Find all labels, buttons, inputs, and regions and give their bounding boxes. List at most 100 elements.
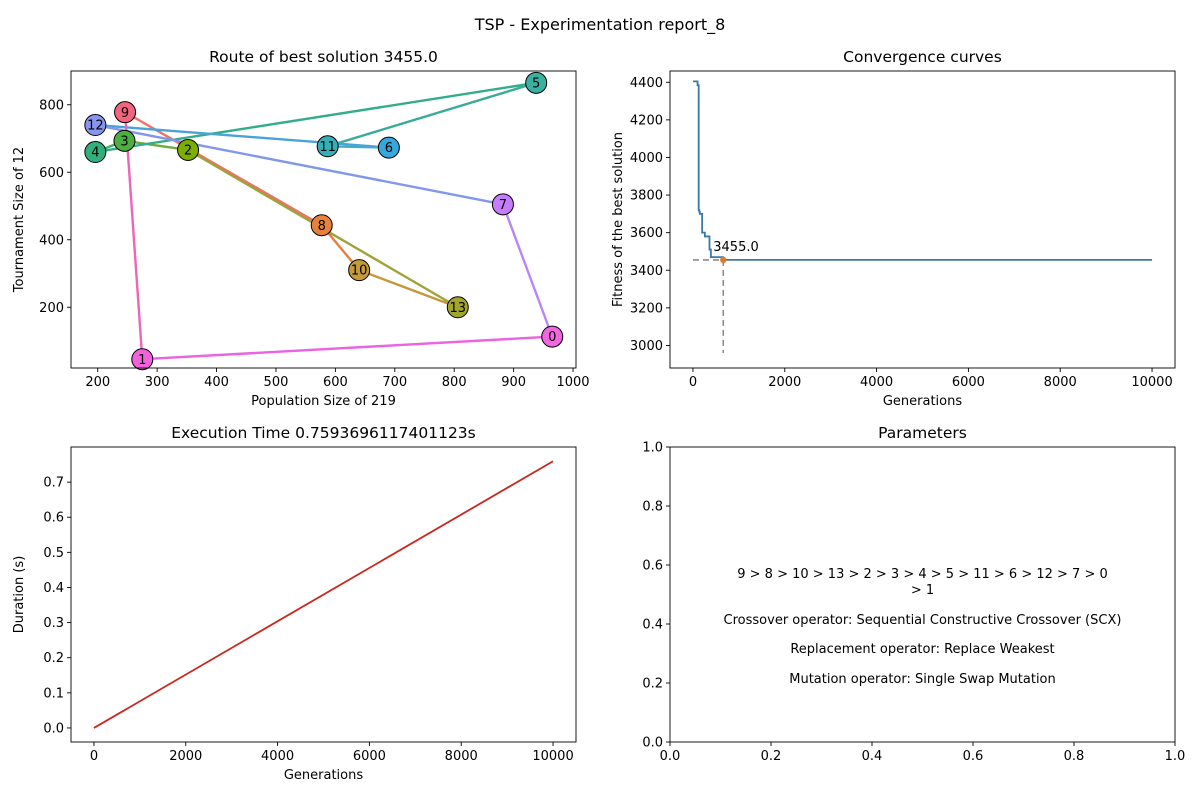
y-tick-label: 0.6 (642, 559, 663, 574)
y-tick-label: 800 (39, 98, 64, 113)
best-annotation: 3455.0 (713, 240, 759, 255)
parameter-text: Mutation operator: Single Swap Mutation (789, 672, 1056, 687)
x-tick-label: 10000 (532, 749, 573, 764)
y-tick-label: 0.6 (43, 511, 64, 526)
x-axis-label: Generations (284, 768, 364, 783)
city-label: 3 (120, 134, 128, 149)
y-tick-label: 3200 (630, 301, 663, 316)
city-marker (177, 138, 200, 161)
city-label: 9 (121, 106, 129, 121)
parameter-text: > 1 (911, 583, 934, 598)
x-tick-label: 6000 (353, 749, 386, 764)
y-tick-label: 4400 (630, 76, 663, 91)
x-tick-label: 0.4 (862, 749, 883, 764)
y-tick-label: 4000 (630, 151, 663, 166)
y-tick-label: 3800 (630, 189, 663, 204)
route-edge (94, 123, 391, 149)
y-tick-label: 3000 (630, 339, 663, 354)
route-edge (123, 110, 144, 361)
x-tick-label: 600 (323, 375, 348, 390)
city-marker (84, 114, 107, 136)
city-label: 7 (499, 198, 507, 213)
city-marker (377, 136, 400, 159)
y-tick-label: 0.3 (43, 616, 64, 631)
x-tick-label: 8000 (445, 749, 478, 764)
axes-frame (669, 446, 1176, 743)
x-tick-label: 0 (90, 749, 98, 764)
city-label: 0 (548, 330, 556, 345)
city-label: 10 (351, 264, 368, 279)
city-marker (525, 71, 548, 94)
parameter-text: Crossover operator: Sequential Construct… (724, 613, 1122, 628)
y-axis-label: Tournament Size of 12 (12, 147, 27, 293)
y-tick-label: 0.0 (642, 736, 663, 751)
y-tick-label: 0.8 (642, 500, 663, 515)
figure-title: TSP - Experimentation report_8 (474, 15, 726, 35)
city-label: 13 (449, 301, 466, 316)
x-tick-label: 200 (85, 375, 110, 390)
y-tick-label: 4200 (630, 113, 663, 128)
y-tick-label: 0.4 (642, 618, 663, 633)
city-label: 11 (319, 140, 336, 155)
plot-title: Execution Time 0.7593696117401123s (171, 424, 476, 442)
city-marker (310, 214, 333, 237)
axes-frame (70, 446, 577, 743)
route-edge (94, 123, 505, 206)
plot-title: Parameters (878, 424, 967, 442)
x-tick-label: 8000 (1044, 375, 1077, 390)
x-tick-label: 6000 (952, 375, 985, 390)
y-tick-label: 3400 (630, 264, 663, 279)
parameter-text: 9 > 8 > 10 > 13 > 2 > 3 > 4 > 5 > 11 > 6… (737, 567, 1108, 582)
city-label: 12 (87, 119, 104, 134)
y-tick-label: 0.5 (43, 546, 64, 561)
x-tick-label: 10000 (1131, 375, 1172, 390)
x-tick-label: 0 (689, 375, 697, 390)
axes-frame (669, 70, 1176, 369)
y-tick-label: 0.7 (43, 476, 64, 491)
x-tick-label: 300 (145, 375, 170, 390)
x-tick-label: 0.6 (963, 749, 984, 764)
city-label: 1 (138, 353, 146, 368)
city-marker (316, 135, 339, 158)
y-tick-label: 400 (39, 233, 64, 248)
city-marker (84, 141, 107, 163)
city-marker (446, 296, 469, 319)
y-axis-label: Duration (s) (12, 556, 27, 634)
x-tick-label: 800 (442, 375, 467, 390)
city-label: 6 (385, 141, 393, 156)
y-tick-label: 3600 (630, 226, 663, 241)
execution-time-plot: Execution Time 0.7593696117401123s 0 2000 4… (12, 424, 577, 783)
x-tick-label: 4000 (261, 749, 294, 764)
parameters-panel: Parameters 0.0 0.2 0.4 0.6 0.8 1.0 0.0 0.2 0.4 0.6… (642, 424, 1185, 764)
y-tick-label: 1.0 (642, 441, 663, 456)
x-tick-label: 1.0 (1165, 749, 1186, 764)
city-label: 4 (91, 146, 99, 161)
y-axis-label: Fitness of the best solution (611, 132, 626, 307)
city-label: 2 (184, 144, 192, 159)
y-tick-label: 0.2 (43, 651, 64, 666)
x-tick-label: 4000 (860, 375, 893, 390)
city-marker (114, 101, 137, 124)
route-plot: Route of best solution 3455.0 200 300 400 5 0… (12, 48, 590, 409)
plot-title: Convergence curves (843, 48, 1002, 66)
x-tick-label: 700 (382, 375, 407, 390)
x-tick-label: 900 (501, 375, 526, 390)
city-marker (348, 259, 371, 282)
y-tick-label: 0.0 (43, 721, 64, 736)
plot-title: Route of best solution 3455.0 (209, 48, 438, 66)
route-edge (357, 268, 459, 309)
y-tick-label: 600 (39, 166, 64, 181)
x-tick-label: 0.8 (1064, 749, 1085, 764)
convergence-plot: Convergence curves 0 2000 4000 6000 8000 10000… (611, 48, 1176, 409)
y-tick-label: 0.1 (43, 686, 64, 701)
route-edge (141, 335, 554, 361)
x-tick-label: 0.0 (660, 749, 681, 764)
y-tick-label: 200 (39, 301, 64, 316)
x-tick-label: 1000 (556, 375, 589, 390)
x-tick-label: 2000 (768, 375, 801, 390)
best-point (720, 256, 727, 264)
city-label: 5 (532, 76, 540, 91)
convergence-line (692, 80, 1153, 261)
y-tick-label: 0.2 (642, 677, 663, 692)
city-marker (541, 325, 564, 348)
